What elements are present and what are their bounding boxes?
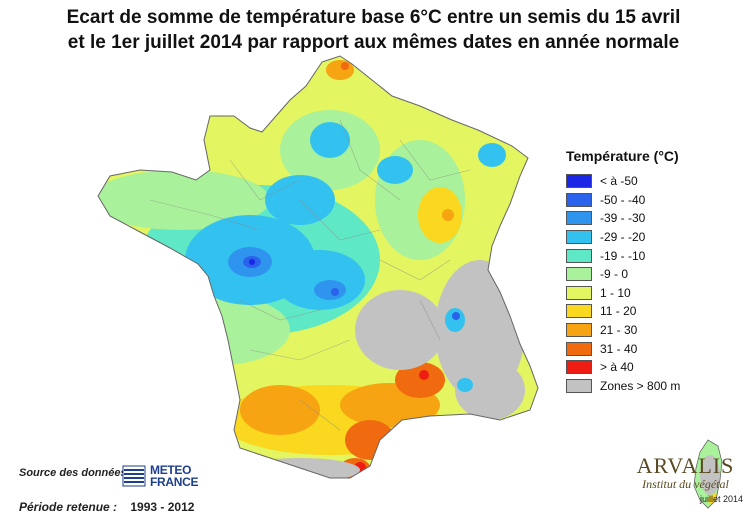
legend-swatch xyxy=(566,230,592,245)
arvalis-brand: ARVALIS xyxy=(636,453,735,478)
legend-item: 31 - 40 xyxy=(566,339,736,358)
legend-label: -19 - -10 xyxy=(600,248,646,263)
legend-label: > à 40 xyxy=(600,360,634,375)
legend-swatch xyxy=(566,378,592,393)
arvalis-logo: ARVALIS Institut du végétal juillet 2014 xyxy=(628,453,743,505)
legend-swatch xyxy=(566,248,592,263)
legend-label: < à -50 xyxy=(600,174,638,189)
corsica-outline xyxy=(693,439,723,509)
legend-item: 1 - 10 xyxy=(566,284,736,303)
legend-item: -9 - 0 xyxy=(566,265,736,284)
france-outline xyxy=(97,55,539,479)
legend-item: < à -50 xyxy=(566,172,736,191)
meteo-france-icon xyxy=(122,465,146,487)
legend-label: 21 - 30 xyxy=(600,323,638,338)
period-value: 1993 - 2012 xyxy=(130,500,195,514)
legend-swatch xyxy=(566,211,592,226)
legend-items: < à -50 -50 - -40 -39 - -30 -29 - -20 -19 - … xyxy=(566,172,736,395)
legend-item: -29 - -20 xyxy=(566,228,736,247)
meteo-logo-line-2: FRANCE xyxy=(150,475,199,489)
title-line-2: et le 1er juillet 2014 par rapport aux m… xyxy=(67,32,680,53)
meteo-logo-line-1: METEO xyxy=(150,463,192,477)
legend-label: -9 - 0 xyxy=(600,267,629,282)
publication-date: juillet 2014 xyxy=(699,494,743,504)
legend-item: 21 - 30 xyxy=(566,321,736,340)
legend-label: Zones > 800 m xyxy=(600,378,681,393)
legend-item: > à 40 xyxy=(566,358,736,377)
legend-label: -39 - -30 xyxy=(600,211,646,226)
legend-swatch xyxy=(566,360,592,375)
data-source-label: Source des données xyxy=(19,467,127,479)
legend-item: -19 - -10 xyxy=(566,246,736,265)
arvalis-subtitle: Institut du végétal xyxy=(642,477,729,491)
legend-swatch xyxy=(566,341,592,356)
legend-item: 11 - 20 xyxy=(566,302,736,321)
legend-label: -29 - -20 xyxy=(600,230,646,245)
period-label: Période retenue : xyxy=(19,500,118,514)
legend-swatch xyxy=(566,192,592,207)
legend-item: -50 - -40 xyxy=(566,191,736,210)
legend-item: Zones > 800 m xyxy=(566,377,736,396)
legend-swatch xyxy=(566,285,592,300)
legend-label: -50 - -40 xyxy=(600,192,646,207)
temperature-legend: Température (°C) < à -50 -50 - -40 -39 - -… xyxy=(566,148,736,395)
legend-title: Température (°C) xyxy=(566,148,679,164)
legend-label: 11 - 20 xyxy=(600,304,637,319)
legend-label: 1 - 10 xyxy=(600,285,631,300)
legend-item: -39 - -30 xyxy=(566,209,736,228)
metropolitan-france xyxy=(98,56,538,478)
reference-period: Période retenue : 1993 - 2012 xyxy=(19,500,194,514)
legend-swatch xyxy=(566,174,592,189)
map-title: Ecart de somme de température base 6°C e… xyxy=(0,5,747,55)
title-line-1: Ecart de somme de température base 6°C e… xyxy=(66,7,681,28)
meteo-france-logo: METEO FRANCE xyxy=(122,464,202,490)
legend-swatch xyxy=(566,323,592,338)
legend-label: 31 - 40 xyxy=(600,341,638,356)
legend-swatch xyxy=(566,267,592,282)
legend-swatch xyxy=(566,304,592,319)
